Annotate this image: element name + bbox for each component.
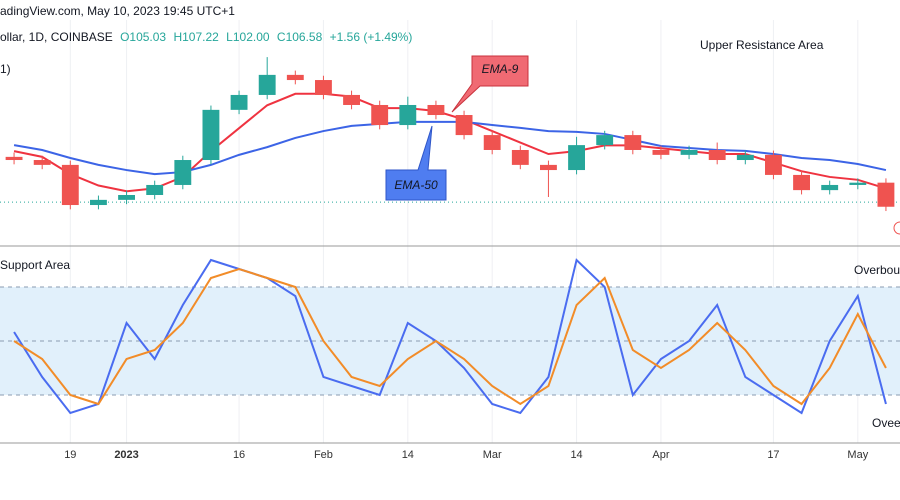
candle-body (371, 104, 389, 126)
ema9-callout: EMA-9 (451, 55, 529, 113)
candle-body (708, 149, 726, 161)
close: C106.58 (277, 30, 323, 44)
candle-body (877, 182, 895, 207)
x-tick-label: Apr (652, 449, 669, 461)
candle-body (5, 156, 23, 161)
x-tick-label: 14 (570, 449, 582, 461)
symbol: ollar, 1D, COINBASE (0, 30, 113, 44)
header-ohlc: ollar, 1D, COINBASE O105.03 H107.22 L102… (0, 30, 412, 44)
candle-body (455, 115, 473, 136)
time-axis: 19 2023 16 Feb 14 Mar 14 Apr 17 May (64, 449, 869, 461)
overbought-label: Overbou (854, 263, 900, 277)
candle-body (849, 182, 867, 185)
candle-body (540, 164, 557, 171)
candle-body (315, 80, 332, 95)
open: O105.03 (120, 30, 166, 44)
line (13, 258, 887, 415)
plot (0, 20, 900, 443)
candle-body (821, 184, 839, 191)
callout-text: EMA-50 (394, 178, 438, 192)
candle-body (146, 184, 164, 195)
candle-body (90, 199, 107, 206)
line (13, 267, 887, 406)
header-source: adingView.com, May 10, 2023 19:45 UTC+1 (0, 4, 235, 18)
x-tick-label: 14 (402, 449, 414, 461)
candle-body (736, 154, 754, 161)
candle-body (202, 109, 220, 161)
indicator-label: 1) (0, 62, 11, 76)
x-tick-label: 19 (64, 449, 76, 461)
candle-body (511, 149, 529, 165)
resistance-label: Upper Resistance Area (700, 38, 824, 52)
candle-body (174, 160, 192, 185)
x-tick-label: May (847, 449, 868, 461)
callout-box (451, 55, 529, 113)
x-tick-label: 2023 (114, 449, 138, 461)
candle-body (399, 104, 417, 126)
candle-body (624, 135, 642, 150)
oversold-label: Ovee (872, 416, 900, 430)
candle-body (343, 94, 360, 105)
x-tick-label: Feb (314, 449, 333, 461)
candle-body (61, 164, 79, 206)
candle-body (258, 74, 276, 95)
callout-box (385, 125, 447, 201)
support-label: Support Area (0, 258, 70, 272)
x-tick-label: 17 (767, 449, 779, 461)
x-tick-label: Mar (483, 449, 502, 461)
line (13, 120, 887, 176)
candle-body (680, 149, 698, 155)
candle-body (286, 74, 304, 81)
ema50-callout: EMA-50 (385, 125, 447, 201)
change: +1.56 (+1.49%) (330, 30, 413, 44)
candle-body (118, 194, 135, 200)
candle-body (483, 135, 501, 150)
high: H107.22 (173, 30, 219, 44)
candle-body (765, 154, 782, 175)
callout-text: EMA-9 (482, 62, 519, 76)
candle-body (33, 160, 51, 165)
x-tick-label: 16 (233, 449, 245, 461)
candle-body (427, 104, 445, 116)
candle-body (793, 174, 810, 191)
candle-body (596, 135, 614, 146)
candle-body (230, 94, 248, 110)
price-marker (893, 221, 900, 235)
candle-body (652, 149, 670, 155)
candle-body (568, 145, 585, 171)
low: L102.00 (226, 30, 270, 44)
